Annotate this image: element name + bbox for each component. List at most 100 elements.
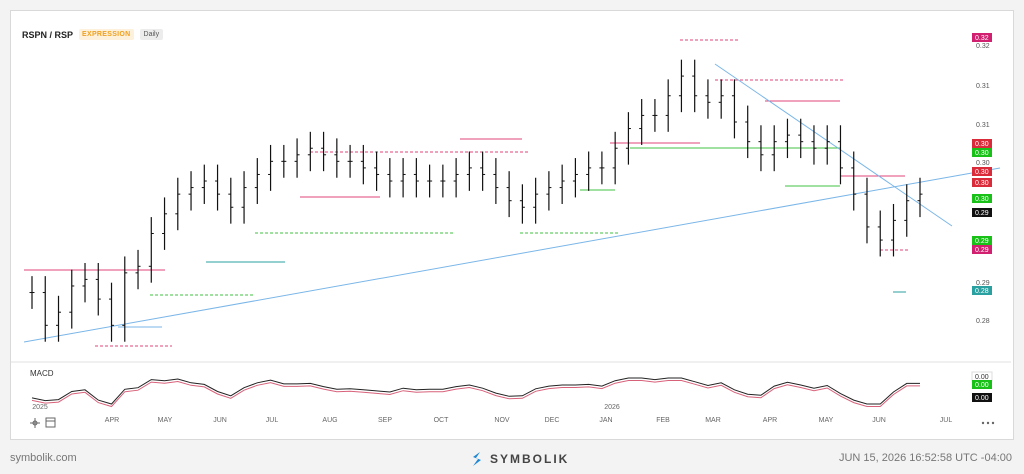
x-tick-label: 2025 (32, 404, 48, 411)
y-tick-label: 0.30 (976, 160, 990, 167)
price-bar (294, 138, 300, 178)
site-link[interactable]: symbolik.com (10, 452, 77, 464)
price-bar (334, 138, 340, 178)
price-bar (29, 276, 35, 309)
price-bar (784, 118, 790, 159)
symbolik-logo-icon (473, 452, 481, 466)
price-tag-text: 0.30 (975, 180, 989, 187)
price-bar (639, 99, 645, 145)
price-bar (652, 99, 658, 132)
more-options-icon[interactable] (980, 416, 996, 430)
macd-line (31, 377, 920, 405)
price-bar (440, 164, 446, 198)
price-bar (904, 184, 910, 237)
price-bar (546, 171, 552, 211)
price-bar (599, 151, 605, 185)
x-tick-label: FEB (656, 417, 670, 424)
x-tick-label: JAN (599, 417, 612, 424)
price-bar (917, 177, 923, 218)
price-tag-text: 0.29 (975, 210, 989, 217)
y-tick-label: 0.29 (976, 280, 990, 287)
macd-signal-line (31, 380, 920, 408)
price-bar (466, 151, 472, 191)
price-bar (281, 144, 287, 178)
x-tick-label: JUN (213, 417, 227, 424)
price-bar (771, 125, 777, 172)
price-tag-text: 0.30 (975, 169, 989, 176)
macd-price-tag-text: 0.00 (975, 395, 989, 402)
price-bar (427, 164, 433, 198)
x-tick-label: MAR (705, 417, 721, 424)
timestamp: JUN 15, 2026 16:52:58 UTC -04:00 (838, 452, 1012, 464)
price-bar (95, 263, 101, 316)
price-bar (586, 151, 592, 191)
price-bar (731, 79, 737, 139)
calendar-icon[interactable] (45, 417, 56, 428)
price-bar (241, 171, 247, 224)
macd-price-tag-text: 0.00 (975, 382, 989, 389)
price-bar (758, 125, 764, 172)
price-tag (972, 208, 992, 217)
y-tick-label: 0.31 (976, 83, 990, 90)
price-tag-text: 0.30 (975, 150, 989, 157)
price-bar (82, 263, 88, 303)
chart-tools (30, 417, 56, 428)
price-bar (69, 269, 75, 329)
price-bar (533, 177, 539, 224)
price-bar (612, 131, 618, 185)
macd-price-tag (972, 393, 992, 402)
x-tick-label: MAY (819, 417, 834, 424)
crosshair-icon[interactable] (30, 418, 40, 428)
macd-price-tag-text: 0.00 (975, 374, 989, 381)
price-bar (201, 164, 207, 204)
price-bar (745, 105, 751, 159)
price-tag (972, 245, 992, 254)
price-bar (625, 112, 631, 165)
price-tag-text: 0.29 (975, 247, 989, 254)
price-bar (374, 151, 380, 191)
price-bar (851, 151, 857, 211)
price-tag (972, 148, 992, 157)
macd-label: MACD (30, 369, 54, 378)
price-bar (162, 197, 168, 250)
interval-badge[interactable]: Daily (139, 29, 164, 40)
x-tick-label: JUL (940, 417, 953, 424)
price-chart[interactable]: 0.320.310.310.300.300.290.290.280.320.30… (0, 0, 1024, 446)
symbol-title: RSPN / RSP (22, 29, 74, 40)
price-tag-text: 0.30 (975, 196, 989, 203)
price-bar (175, 177, 181, 231)
price-bar (387, 158, 393, 198)
price-bar (692, 59, 698, 113)
price-bar (148, 217, 154, 283)
price-tag-text: 0.29 (975, 238, 989, 245)
price-bar (56, 295, 62, 342)
price-bar (559, 164, 565, 204)
price-bar (493, 158, 499, 204)
price-bar (188, 171, 194, 211)
price-bar (705, 79, 711, 119)
price-bar (837, 125, 843, 185)
price-bar (400, 158, 406, 198)
x-tick-label: SEP (378, 417, 392, 424)
price-bar (665, 79, 671, 132)
price-bar (453, 158, 459, 198)
price-tag-text: 0.32 (975, 35, 989, 42)
price-bar (678, 59, 684, 113)
x-tick-label: 2026 (604, 404, 620, 411)
price-tag-text: 0.28 (975, 288, 989, 295)
price-bar (307, 131, 313, 172)
trend-line-resistance (714, 63, 953, 227)
price-tag (972, 236, 992, 245)
x-tick-label: DEC (545, 417, 560, 424)
price-bar (268, 144, 274, 191)
price-bar (254, 158, 260, 204)
footer: symbolik.com SYMBOLIK JUN 15, 2026 16:52… (0, 446, 1024, 474)
price-bar (135, 249, 141, 290)
price-bar (864, 177, 870, 244)
price-tag (972, 178, 992, 187)
price-bar (109, 282, 115, 342)
x-tick-label: AUG (322, 417, 337, 424)
price-bar (798, 118, 804, 159)
price-bar (718, 79, 724, 119)
brand: SYMBOLIK (470, 450, 569, 468)
